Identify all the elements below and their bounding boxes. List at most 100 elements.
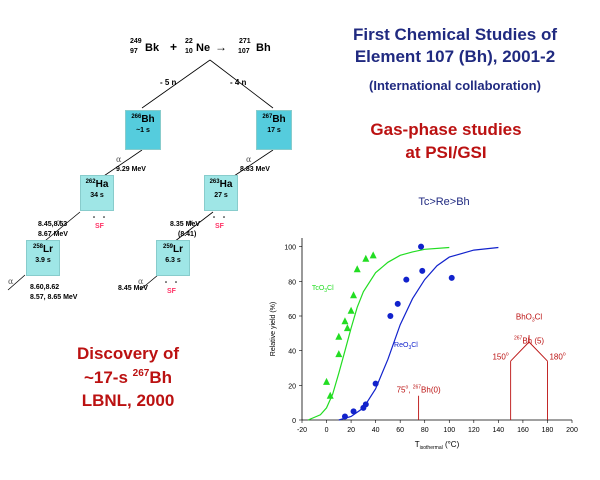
- projectile-z: 10: [185, 48, 193, 55]
- discovery-line-2-pre: ~17-s: [84, 368, 133, 387]
- alpha-6: α: [138, 277, 144, 286]
- product-symbol: Bh: [256, 42, 271, 54]
- x-tick-label: 100: [443, 427, 455, 434]
- x-tick-label: 180: [542, 427, 554, 434]
- bh-range-line-left: [510, 341, 530, 362]
- x-tick-label: -20: [297, 427, 307, 434]
- bh-marker-temp: 75: [397, 385, 406, 394]
- nuclide-element: Bh: [141, 114, 155, 125]
- nuclide-element: Lr: [43, 244, 53, 255]
- data-point-TcO3Cl: [335, 332, 343, 340]
- bh-marker-degree: o: [506, 351, 509, 357]
- target-symbol: Bk: [145, 42, 160, 54]
- alpha-1: α: [116, 155, 122, 164]
- discovery-line-2-mass: 267: [133, 368, 150, 379]
- bh-marker-mass: 267: [413, 384, 422, 390]
- nuclide-box-ha262: 262Ha 34 s: [80, 175, 114, 211]
- x-axis-label-sub: isothermal: [420, 445, 443, 451]
- data-point-TcO3Cl: [341, 317, 349, 325]
- bh-upper-mass: 267: [514, 336, 523, 342]
- branch-lines: [141, 59, 274, 109]
- x-tick-label: 120: [468, 427, 480, 434]
- y-tick-label: 20: [288, 383, 296, 390]
- nuclide-box-ha263: 263Ha 27 s: [204, 175, 238, 211]
- nuclide-mass: 259: [162, 244, 173, 250]
- nuclide-box-lr258: 258Lr 3.9 s: [26, 240, 60, 276]
- y-tick-label: 40: [288, 349, 296, 356]
- bh-marker-sep: ,: [408, 385, 412, 394]
- discovery-block: Discovery of ~17-s 267Bh LBNL, 2000: [77, 344, 179, 410]
- alpha-5: α: [8, 277, 14, 286]
- discovery-line-2: ~17-s 267Bh: [84, 368, 172, 387]
- data-point-TcO3Cl: [347, 306, 355, 314]
- branch-left-label: - 5 n: [160, 78, 177, 87]
- product-z: 107: [238, 48, 250, 55]
- sf-ha263: SF: [215, 223, 225, 230]
- x-tick-label: 20: [347, 427, 355, 434]
- series-label-reo3cl: ReO3Cl: [394, 342, 418, 351]
- reaction-equation: 249 97 Bk + 22 10 Ne → 271 107 Bh: [130, 38, 271, 55]
- y-tick-label: 60: [288, 314, 296, 321]
- energy-bh266: 9.29 MeV: [116, 166, 146, 173]
- x-axis-label-unit: (°C): [443, 440, 460, 449]
- curve-TcO3Cl: [307, 246, 450, 421]
- discovery-line-3: LBNL, 2000: [82, 391, 175, 410]
- nuclide-symbol: 262Ha: [81, 176, 113, 191]
- nuclide-halflife: 17 s: [267, 127, 281, 134]
- bh-upper-label: 267Bh (5): [514, 336, 544, 346]
- title-block: First Chemical Studies of Element 107 (B…: [353, 25, 557, 93]
- y-tick-label: 80: [288, 279, 296, 286]
- bh-molecule-end: Cl: [535, 312, 543, 321]
- x-tick-label: 0: [325, 427, 329, 434]
- nuclide-element: Ha: [95, 179, 109, 190]
- nuclide-symbol: 259Lr: [157, 241, 189, 256]
- nuclide-mass: 262: [85, 179, 96, 185]
- reaction-arrow: →: [215, 40, 227, 54]
- sf-labels: SF SF SF: [95, 223, 225, 295]
- bh-range-line-right: [528, 341, 548, 362]
- x-tick-label: 60: [396, 427, 404, 434]
- target-mass: 249: [130, 38, 142, 45]
- nuclide-mass: 258: [32, 244, 43, 250]
- nuclide-mass: 266: [131, 114, 142, 120]
- title-line-2: Element 107 (Bh), 2001-2: [355, 47, 555, 66]
- alpha-labels: α α α α α α: [8, 155, 252, 286]
- discovery-line-1: Discovery of: [77, 344, 179, 363]
- data-point-ReO3Cl: [403, 276, 410, 283]
- bh-marker-label-180: 180o: [549, 351, 565, 361]
- series-label-sub: 3: [408, 345, 411, 351]
- nuclide-symbol: 267Bh: [257, 111, 291, 126]
- sf-lr259: SF: [167, 288, 177, 295]
- x-axis-label-main: T: [415, 440, 420, 449]
- x-axis-label: Tisothermal (°C): [415, 440, 460, 451]
- product-mass: 271: [239, 38, 251, 45]
- order-label: Tc>Re>Bh: [418, 196, 469, 208]
- alpha-4: α: [188, 218, 194, 227]
- bh-molecule-label: BhO3Cl: [516, 312, 543, 323]
- nuclide-box-lr259: 259Lr 6.3 s: [156, 240, 190, 276]
- projectile-symbol: Ne: [196, 42, 210, 54]
- series-label-sub: 3: [324, 288, 327, 294]
- nuclide-symbol: 263Ha: [205, 176, 237, 191]
- alpha-3: α: [56, 218, 62, 227]
- data-point-ReO3Cl: [448, 274, 455, 281]
- energy-bh267: 8.83 MeV: [240, 166, 270, 173]
- sf-dots: [93, 216, 225, 283]
- bh-marker-label-150: 150o: [492, 351, 508, 361]
- nuclide-halflife: 34 s: [90, 192, 104, 199]
- series-label-end: Cl: [411, 342, 418, 349]
- discovery-line-2-el: Bh: [149, 368, 172, 387]
- data-point-TcO3Cl: [343, 324, 351, 332]
- energy-lr259: 8.45 MeV: [118, 285, 148, 292]
- x-tick-label: 80: [421, 427, 429, 434]
- alpha-2: α: [246, 155, 252, 164]
- energy-ha262-a: 8.45,8.53: [38, 221, 67, 228]
- bh-marker-temp: 180: [549, 352, 563, 361]
- data-point-TcO3Cl: [350, 291, 358, 299]
- nuclide-element: Bh: [272, 114, 286, 125]
- subtitle-line-1: Gas-phase studies: [370, 120, 521, 139]
- data-point-TcO3Cl: [326, 391, 334, 399]
- x-tick-label: 200: [566, 427, 578, 434]
- sf-ha262: SF: [95, 223, 105, 230]
